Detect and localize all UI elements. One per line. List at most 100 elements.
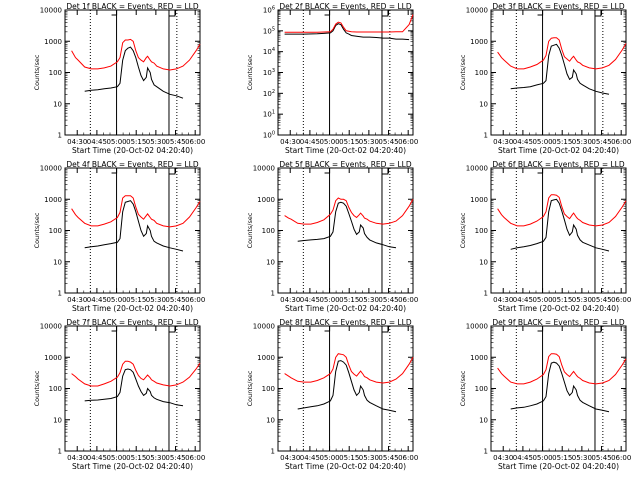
x-tick-label: 05:30	[146, 138, 166, 146]
x-axis-label: Start Time (20-Oct-02 04:20:40)	[498, 304, 619, 313]
y-tick-label: 10	[479, 416, 488, 424]
y-tick-label: 10	[479, 258, 488, 266]
x-tick-label: 05:15	[339, 296, 359, 304]
bracket-marker-right	[594, 326, 602, 333]
plot-frame	[277, 167, 414, 294]
x-tick-label: 06:00	[398, 296, 418, 304]
x-tick-label: 05:00	[532, 454, 552, 462]
lld-series-line	[71, 195, 201, 228]
plot-frame	[64, 9, 201, 136]
y-tick-label: 100	[49, 69, 62, 77]
x-tick-label: 05:00	[319, 138, 339, 146]
x-tick-label: 05:00	[532, 138, 552, 146]
y-tick-label: 100	[49, 385, 62, 393]
bracket-marker-right	[594, 10, 602, 17]
x-tick-label: 05:15	[339, 138, 359, 146]
x-axis-label: Start Time (20-Oct-02 04:20:40)	[285, 304, 406, 313]
x-tick-label: 05:15	[552, 296, 572, 304]
x-axis-label: Start Time (20-Oct-02 04:20:40)	[285, 462, 406, 471]
y-tick-label: 10000	[466, 7, 488, 15]
x-tick-label: 05:45	[165, 138, 185, 146]
y-tick-label: 1	[58, 132, 62, 140]
y-tick-label: 10	[479, 100, 488, 108]
x-tick-label: 06:00	[611, 138, 631, 146]
y-tick-label: 10000	[40, 165, 62, 173]
y-tick-label: 10	[53, 100, 62, 108]
bracket-marker-left	[111, 326, 118, 332]
y-tick-label: 1000	[44, 196, 62, 204]
y-tick-label: 10000	[253, 165, 275, 173]
x-tick-label: 05:30	[146, 296, 166, 304]
panel-title: Det 4f BLACK = Events, RED = LLD	[66, 160, 199, 169]
y-tick-label: 1	[58, 448, 62, 456]
y-axis-label: Counts/sec	[33, 54, 41, 90]
y-tick-label: 1000	[257, 196, 275, 204]
x-tick-label: 04:30	[493, 296, 513, 304]
x-tick-label: 04:30	[67, 296, 87, 304]
lld-series-line	[71, 360, 201, 387]
x-axis-label: Start Time (20-Oct-02 04:20:40)	[285, 146, 406, 155]
x-tick-label: 06:00	[398, 138, 418, 146]
x-tick-label: 04:30	[493, 138, 513, 146]
lld-series-line	[497, 37, 627, 70]
y-tick-label: 10000	[466, 323, 488, 331]
x-tick-label: 04:45	[300, 138, 320, 146]
bracket-marker-left	[324, 326, 331, 332]
x-tick-label: 05:45	[591, 454, 611, 462]
panel-title: Det 3f BLACK = Events, RED = LLD	[492, 2, 625, 11]
y-axis-label: Counts/sec	[33, 212, 41, 248]
x-tick-label: 06:00	[185, 296, 205, 304]
y-tick-label: 100	[262, 227, 275, 235]
x-tick-label: 04:45	[300, 296, 320, 304]
panel-title: Det 8f BLACK = Events, RED = LLD	[279, 318, 412, 327]
y-tick-label: 10000	[466, 165, 488, 173]
panel-title: Det 2f BLACK = Events, RED = LLD	[279, 2, 412, 11]
x-tick-label: 06:00	[398, 454, 418, 462]
events-series-line	[84, 46, 184, 99]
events-series-line	[510, 198, 610, 252]
bracket-marker-right	[381, 10, 389, 17]
y-axis-label: Counts/sec	[459, 212, 467, 248]
x-tick-label: 05:45	[378, 138, 398, 146]
lld-series-line	[284, 197, 414, 225]
y-tick-label: 1000	[44, 354, 62, 362]
x-tick-label: 05:15	[126, 454, 146, 462]
x-tick-label: 05:30	[146, 454, 166, 462]
x-tick-label: 04:30	[280, 296, 300, 304]
y-tick-label: 100	[475, 69, 488, 77]
y-tick-label: 101	[263, 110, 275, 119]
y-tick-label: 100	[475, 227, 488, 235]
events-series-line	[84, 200, 184, 252]
panel-title: Det 6f BLACK = Events, RED = LLD	[492, 160, 625, 169]
events-series-line	[510, 361, 610, 413]
plot-frame	[64, 325, 201, 452]
x-tick-label: 04:45	[87, 454, 107, 462]
bracket-marker-left	[537, 326, 544, 332]
bracket-marker-right	[594, 168, 602, 175]
x-tick-label: 05:45	[378, 296, 398, 304]
y-tick-label: 1	[484, 448, 488, 456]
y-axis-label: Counts/sec	[33, 370, 41, 406]
y-tick-label: 1	[58, 290, 62, 298]
lld-series-line	[497, 194, 627, 227]
panel-title: Det 1f BLACK = Events, RED = LLD	[66, 2, 199, 11]
events-series-line	[284, 23, 410, 41]
y-tick-label: 10	[53, 416, 62, 424]
plot-frame	[490, 167, 627, 294]
x-axis-label: Start Time (20-Oct-02 04:20:40)	[72, 304, 193, 313]
y-tick-label: 1000	[470, 354, 488, 362]
y-axis-label: Counts/sec	[459, 54, 467, 90]
x-tick-label: 05:15	[339, 454, 359, 462]
y-tick-label: 10000	[253, 323, 275, 331]
x-axis-label: Start Time (20-Oct-02 04:20:40)	[72, 146, 193, 155]
panel-title: Det 5f BLACK = Events, RED = LLD	[279, 160, 412, 169]
y-tick-label: 1	[484, 290, 488, 298]
bracket-marker-right	[168, 326, 176, 333]
x-tick-label: 05:15	[552, 454, 572, 462]
y-axis-label: Counts/sec	[459, 370, 467, 406]
x-tick-label: 05:30	[572, 138, 592, 146]
y-axis-label: Counts/sec	[246, 212, 254, 248]
x-tick-label: 05:45	[591, 138, 611, 146]
y-tick-label: 10	[53, 258, 62, 266]
x-tick-label: 05:30	[572, 454, 592, 462]
